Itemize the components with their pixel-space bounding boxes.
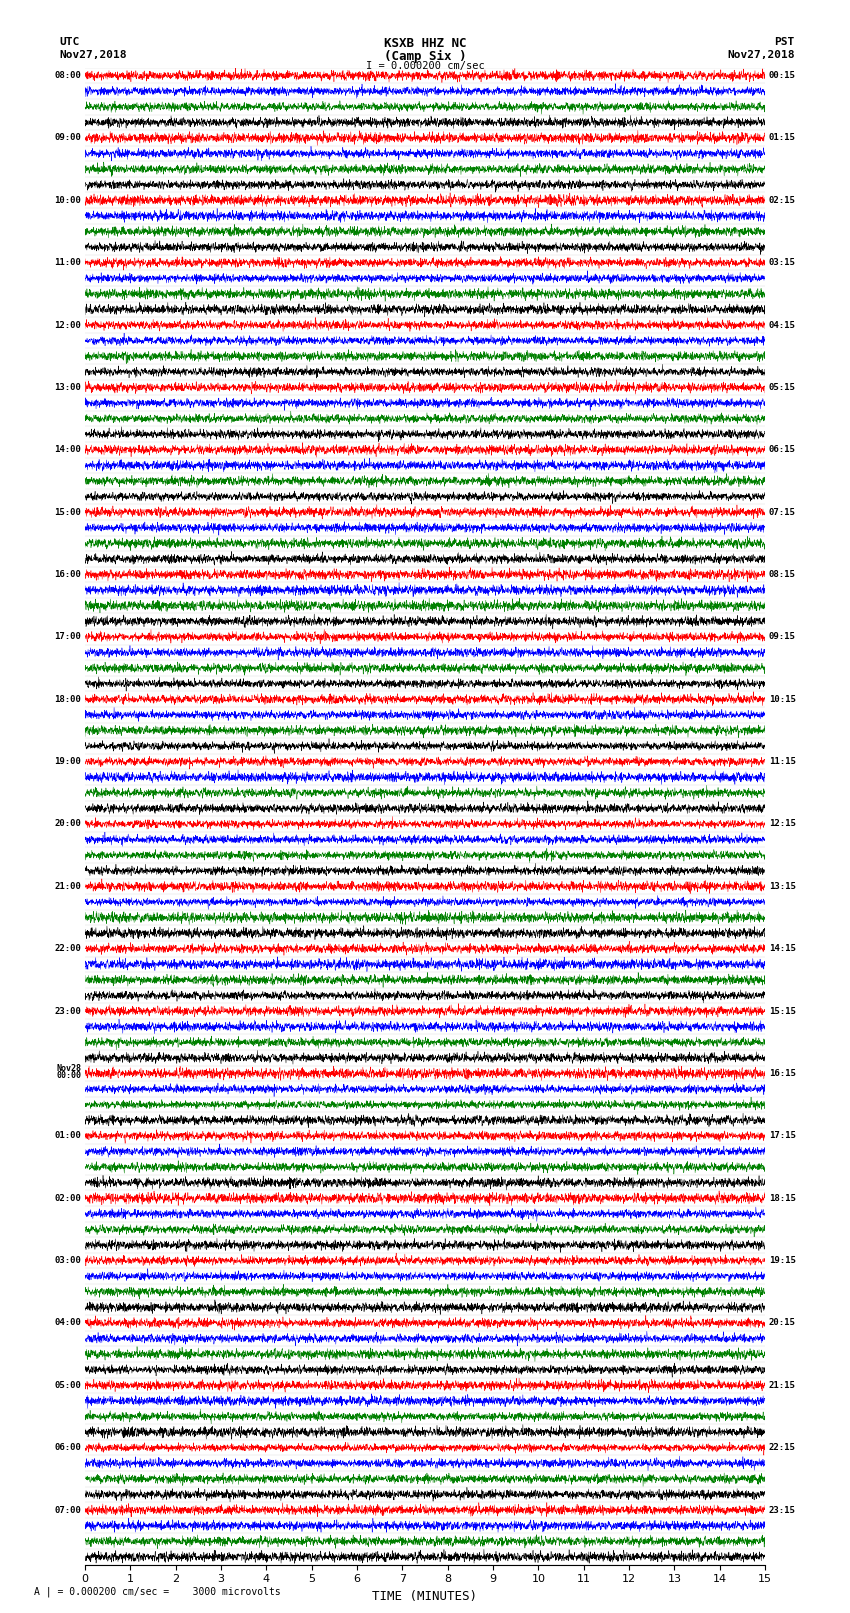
Text: 00:00: 00:00 [56,1071,82,1079]
Text: 10:00: 10:00 [54,195,82,205]
Text: 11:00: 11:00 [54,258,82,268]
Text: 12:00: 12:00 [54,321,82,329]
Text: 18:00: 18:00 [54,695,82,703]
Text: 22:00: 22:00 [54,944,82,953]
Text: 08:00: 08:00 [54,71,82,81]
Text: 04:00: 04:00 [54,1318,82,1327]
Text: 11:15: 11:15 [768,756,796,766]
Text: 08:15: 08:15 [768,569,796,579]
Text: A | = 0.000200 cm/sec =    3000 microvolts: A | = 0.000200 cm/sec = 3000 microvolts [34,1586,280,1597]
Text: (Camp Six ): (Camp Six ) [383,50,467,63]
Text: 14:00: 14:00 [54,445,82,455]
Text: 07:00: 07:00 [54,1505,82,1515]
Text: 00:15: 00:15 [768,71,796,81]
Text: 17:15: 17:15 [768,1131,796,1140]
Text: KSXB HHZ NC: KSXB HHZ NC [383,37,467,50]
Text: 21:00: 21:00 [54,882,82,890]
Text: 14:15: 14:15 [768,944,796,953]
Text: 10:15: 10:15 [768,695,796,703]
Text: 15:00: 15:00 [54,508,82,516]
Text: 20:00: 20:00 [54,819,82,829]
Text: 20:15: 20:15 [768,1318,796,1327]
Text: 03:00: 03:00 [54,1257,82,1265]
Text: 06:00: 06:00 [54,1444,82,1452]
Text: 09:00: 09:00 [54,134,82,142]
Text: 02:15: 02:15 [768,195,796,205]
Text: 13:00: 13:00 [54,382,82,392]
Text: 22:15: 22:15 [768,1444,796,1452]
X-axis label: TIME (MINUTES): TIME (MINUTES) [372,1590,478,1603]
Text: 23:15: 23:15 [768,1505,796,1515]
Text: 15:15: 15:15 [768,1007,796,1016]
Text: 16:00: 16:00 [54,569,82,579]
Text: UTC: UTC [60,37,80,47]
Text: 02:00: 02:00 [54,1194,82,1203]
Text: 04:15: 04:15 [768,321,796,329]
Text: 19:00: 19:00 [54,756,82,766]
Text: 12:15: 12:15 [768,819,796,829]
Text: 16:15: 16:15 [768,1069,796,1077]
Text: 03:15: 03:15 [768,258,796,268]
Text: 13:15: 13:15 [768,882,796,890]
Text: 06:15: 06:15 [768,445,796,455]
Text: 01:15: 01:15 [768,134,796,142]
Text: Nov28: Nov28 [56,1065,82,1073]
Text: 17:00: 17:00 [54,632,82,642]
Text: 07:15: 07:15 [768,508,796,516]
Text: PST: PST [774,37,795,47]
Text: 01:00: 01:00 [54,1131,82,1140]
Text: 23:00: 23:00 [54,1007,82,1016]
Text: 18:15: 18:15 [768,1194,796,1203]
Text: 21:15: 21:15 [768,1381,796,1390]
Text: 05:15: 05:15 [768,382,796,392]
Text: Nov27,2018: Nov27,2018 [728,50,795,60]
Text: 09:15: 09:15 [768,632,796,642]
Text: 05:00: 05:00 [54,1381,82,1390]
Text: Nov27,2018: Nov27,2018 [60,50,127,60]
Text: I = 0.000200 cm/sec: I = 0.000200 cm/sec [366,61,484,71]
Text: 19:15: 19:15 [768,1257,796,1265]
